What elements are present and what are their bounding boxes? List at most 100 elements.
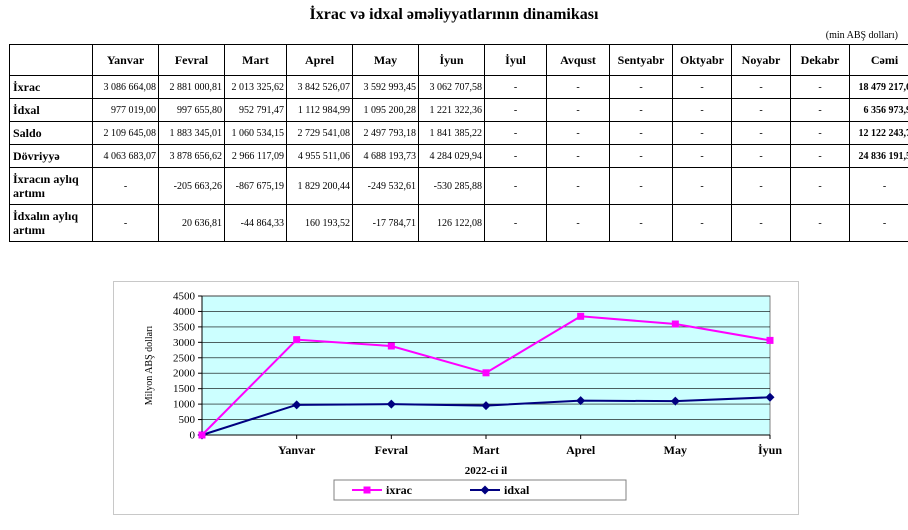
data-point-idxal — [292, 400, 302, 410]
table-cell: 4 688 193,73 — [352, 144, 419, 168]
table-cell: - — [672, 144, 732, 168]
data-table: Yanvar Fevral Mart Aprel May İyun İyul A… — [9, 44, 908, 242]
table-cell: 3 878 656,62 — [158, 144, 225, 168]
table-cell: - — [484, 75, 547, 99]
table-cell: 2 966 117,09 — [224, 144, 287, 168]
total-cell: - — [849, 167, 908, 205]
table-cell: - — [609, 144, 673, 168]
table-cell: - — [609, 98, 673, 122]
data-point-ixrac — [671, 320, 679, 328]
row-header: İdxal — [9, 98, 93, 122]
table-cell: - — [92, 204, 159, 242]
table-cell: 2 497 793,18 — [352, 121, 419, 145]
table-cell: 1 095 200,28 — [352, 98, 419, 122]
table-cell: -17 784,71 — [352, 204, 419, 242]
table-cell: 126 122,08 — [418, 204, 485, 242]
table-cell: - — [546, 144, 610, 168]
table-cell: - — [92, 167, 159, 205]
table-cell: 977 019,00 — [92, 98, 159, 122]
total-cell: - — [849, 204, 908, 242]
table-cell: - — [790, 121, 850, 145]
total-cell: 24 836 191,51 — [849, 144, 908, 168]
table-cell: - — [731, 204, 791, 242]
table-cell: 2 109 645,08 — [92, 121, 159, 145]
table-cell: - — [790, 204, 850, 242]
column-header: Dekabr — [790, 44, 850, 76]
table-cell: 4 063 683,07 — [92, 144, 159, 168]
y-tick-label: 0 — [190, 430, 196, 442]
table-cell: - — [731, 98, 791, 122]
table-cell: - — [609, 121, 673, 145]
table-cell: - — [672, 98, 732, 122]
x-tick-label: May — [664, 443, 687, 457]
table-row: İxracın aylıq artımı - -205 663,26 -867 675… — [9, 167, 908, 205]
y-tick-label: 3000 — [173, 337, 196, 349]
table-cell: - — [672, 121, 732, 145]
column-header: İyul — [484, 44, 547, 76]
table-cell: - — [484, 98, 547, 122]
table-cell: 1 829 200,44 — [286, 167, 353, 205]
table-cell: - — [546, 98, 610, 122]
x-tick-label: Yanvar — [278, 443, 316, 457]
x-axis-label: 2022-ci il — [465, 465, 507, 477]
table-cell: - — [484, 144, 547, 168]
unit-label: (min ABŞ dolları) — [825, 30, 898, 41]
x-tick-label: Fevral — [375, 443, 409, 457]
table-cell: 1 883 345,01 — [158, 121, 225, 145]
table-cell: 952 791,47 — [224, 98, 287, 122]
table-cell: 1 112 984,99 — [286, 98, 353, 122]
table-cell: - — [609, 167, 673, 205]
legend-marker-ixrac — [363, 486, 371, 494]
table-row: İdxal 977 019,00 997 655,80 952 791,47 1 112… — [9, 98, 908, 122]
table-cell: - — [790, 167, 850, 205]
y-axis-label: Milyon ABŞ dolları — [144, 326, 155, 406]
row-header: İxracın aylıq artımı — [9, 167, 93, 205]
table-cell: - — [731, 144, 791, 168]
table-cell: - — [790, 75, 850, 99]
table-row: İdxalın aylıq artımı -20 636,81 -44 864,33… — [9, 204, 908, 242]
column-header: Yanvar — [92, 44, 159, 76]
total-cell: 6 356 973,90 — [849, 98, 908, 122]
table-cell: 2 881 000,81 — [158, 75, 225, 99]
column-header: May — [352, 44, 419, 76]
table-cell: 3 842 526,07 — [286, 75, 353, 99]
row-header: Dövriyyə — [9, 144, 93, 168]
data-point-ixrac — [198, 431, 206, 439]
table-cell: 20 636,81 — [158, 204, 225, 242]
column-header: Sentyabr — [609, 44, 673, 76]
data-point-ixrac — [766, 336, 774, 344]
plot-area — [201, 295, 771, 436]
data-point-ixrac — [387, 342, 395, 350]
column-header: Noyabr — [731, 44, 791, 76]
table-cell: - — [484, 204, 547, 242]
table-row: Dövriyyə 4 063 683,07 3 878 656,62 2 966 11… — [9, 144, 908, 168]
row-header: Saldo — [9, 121, 93, 145]
page-title: İxrac və idxal əməliyyatlarının dinamika… — [309, 6, 599, 23]
y-tick-label: 500 — [179, 414, 196, 426]
table-cell: 4 955 511,06 — [286, 144, 353, 168]
table-cell: 3 592 993,45 — [352, 75, 419, 99]
y-tick-label: 3500 — [173, 321, 196, 333]
table-cell: - — [546, 167, 610, 205]
table-row: İxrac 3 086 664,08 2 881 000,81 2 013 325,6… — [9, 75, 908, 99]
y-tick-label: 1000 — [173, 399, 196, 411]
legend-label-idxal: idxal — [504, 483, 530, 497]
column-header: Fevral — [158, 44, 225, 76]
total-cell: 18 479 217,61 — [849, 75, 908, 99]
table-cell: - — [672, 204, 732, 242]
table-cell: 3 086 664,08 — [92, 75, 159, 99]
table-corner — [9, 44, 93, 76]
column-header: Mart — [224, 44, 287, 76]
total-cell: 12 122 243,71 — [849, 121, 908, 145]
chart-container: 0 500 1000 1500 2000 2500 3000 3500 4000 4500 Yanv… — [113, 281, 799, 515]
table-cell: 3 062 707,58 — [418, 75, 485, 99]
table-cell: - — [546, 121, 610, 145]
column-header: Avqust — [546, 44, 610, 76]
x-tick-label: İyun — [758, 443, 782, 457]
column-header: Cəmi — [849, 44, 908, 76]
table-cell: 997 655,80 — [158, 98, 225, 122]
x-tick-label: Mart — [473, 443, 500, 457]
y-tick-label: 4500 — [173, 291, 196, 303]
data-point-idxal — [576, 396, 586, 406]
table-cell: -530 285,88 — [418, 167, 485, 205]
